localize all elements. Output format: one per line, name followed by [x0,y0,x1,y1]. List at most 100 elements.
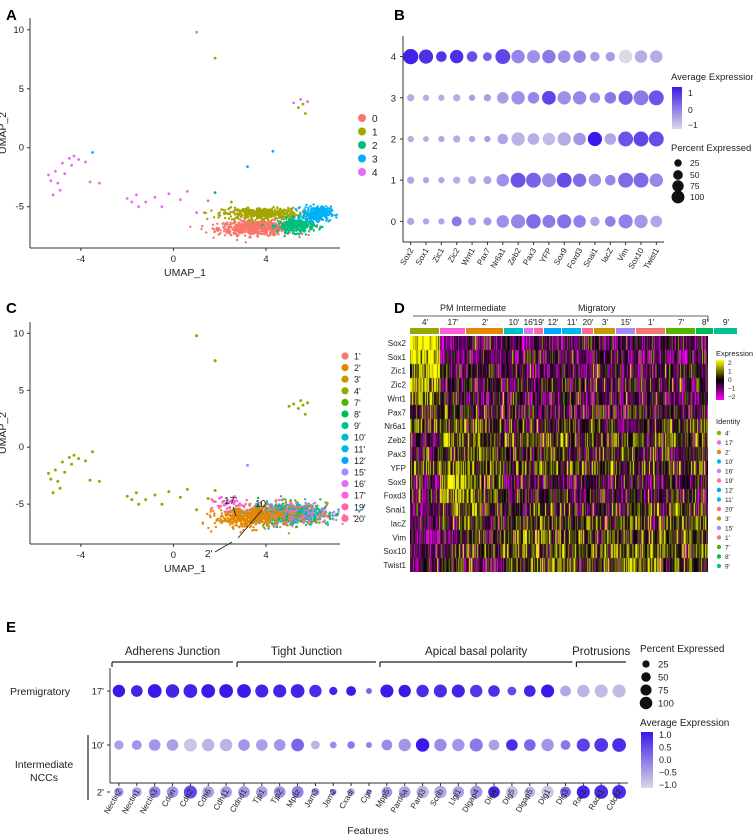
heatmap-body [410,336,708,572]
gene-label: Pax3 [521,246,538,267]
cell-point [272,205,275,209]
expression-dot [255,739,268,751]
cell-point [288,221,291,225]
cell-point [259,232,263,236]
expression-dot [542,173,556,188]
cell-point [234,220,237,224]
cell-point [296,407,300,410]
cell-point [319,215,323,218]
cell-point [215,518,218,521]
cell-point [297,512,300,516]
cell-point [84,459,87,463]
cell-point [302,211,305,214]
cell-point [310,522,313,525]
gene-label: Zeb2 [506,246,523,267]
expression-dot [407,135,414,143]
legend-swatch [341,387,349,395]
expression-dot [495,49,511,65]
cell-point [264,510,267,514]
expression-dot [507,686,517,696]
cell-point [325,210,329,214]
cell-point [287,517,291,521]
expression-dot [416,785,429,799]
cell-point [310,209,313,212]
cell-point [362,505,365,508]
cell-point [206,217,209,221]
heatmap-gene-label: Sox9 [388,478,407,487]
identity-block [410,328,439,334]
cell-point [276,505,279,508]
cell-point [307,215,311,219]
expression-dot [453,176,461,184]
legend-swatch [716,554,722,559]
gene-label: Sox2 [398,246,415,267]
cell-point [311,520,314,523]
cell-point [258,231,261,235]
cell-point [261,223,264,227]
cell-point [307,230,311,233]
cell-point [227,208,230,211]
cell-point [329,517,332,521]
legend-label: 11' [725,497,733,504]
expression-dot [650,50,663,63]
cell-point [273,222,277,225]
dots-e [112,684,626,799]
expression-dot [470,785,483,799]
cell-point [264,518,267,522]
cell-point [264,214,267,218]
expression-dot [618,49,633,64]
cell-point [321,207,324,210]
x-axis-label: Features [347,825,388,837]
cell-point [310,518,313,521]
expression-dot [572,173,587,187]
cell-point [316,214,319,218]
size-legend-dot [672,180,684,192]
cell-point [271,149,275,153]
expression-dot [309,684,322,698]
identity-label: 8' [702,317,709,327]
cell-point [225,502,229,506]
cell-point [301,513,304,517]
cell-point [332,514,335,517]
cell-point [264,212,267,216]
cell-point [230,234,233,237]
cell-point [326,523,330,527]
expression-dot [488,685,500,697]
cell-point [236,224,239,227]
cell-point [298,222,301,225]
identity-bar: 4' 17' 2' 10' 16'19' 12' 11' 20' 3' 15' 1' 7' 8' 9' [410,317,737,334]
cell-point [232,218,235,221]
cell-point [223,209,227,212]
cell-point [230,225,233,229]
color-scale-tick: −0.5 [659,768,677,778]
cell-point [231,210,235,214]
cell-point [254,225,257,228]
legend-swatch [341,503,349,511]
cell-point [309,503,312,507]
cell-point [217,216,220,219]
cell-point [250,227,254,230]
cell-point [271,233,275,236]
cell-point [309,509,312,513]
expression-dot [220,786,232,798]
cell-point [274,225,278,228]
expression-dot [438,94,445,101]
cell-point [289,212,292,216]
size-legend-label: 50 [690,170,700,180]
cell-point [284,505,287,508]
cell-point [271,207,274,210]
cell-point [286,210,289,214]
cell-point [239,218,242,222]
cell-point [303,227,306,230]
cell-point [224,512,227,516]
cell-point [261,228,264,232]
cell-point [256,220,259,224]
expression-dot [273,739,286,751]
cell-point [216,504,220,508]
feature-label: Cxadr [337,787,356,810]
cell-point [250,209,253,212]
umap-points [47,334,365,535]
cell-point [250,220,253,223]
cell-point [231,520,234,524]
cell-point [241,504,245,508]
